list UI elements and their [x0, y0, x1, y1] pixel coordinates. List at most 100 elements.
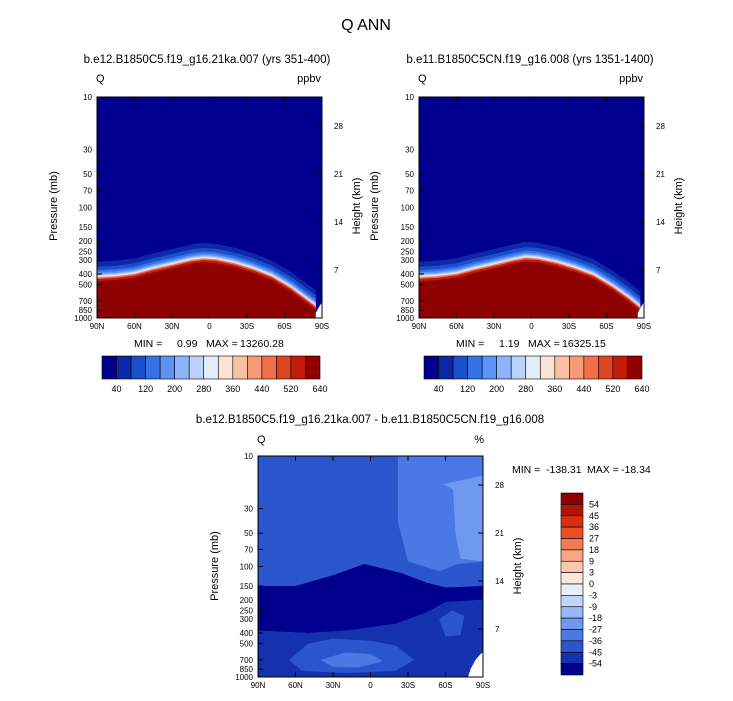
colorbar-label: 120	[138, 384, 153, 394]
x-tick-label: 60S	[438, 681, 452, 690]
colorbar-label: -9	[589, 602, 597, 612]
y-tick-label: 50	[244, 529, 253, 538]
colorbar-label: 120	[460, 384, 475, 394]
colorbar-swatch	[525, 355, 541, 380]
colorbar-swatch	[101, 355, 117, 380]
colorbar-swatch	[583, 355, 599, 380]
y-tick-label: 200	[401, 237, 415, 246]
colorbar-swatch	[560, 663, 584, 676]
colorbar-label: 280	[196, 384, 211, 394]
y-tick-label: 1000	[74, 314, 92, 323]
colorbar-label: 27	[589, 534, 599, 544]
x-tick-label: 90S	[315, 322, 329, 331]
colorbar-swatch	[116, 355, 132, 380]
colorbar-label: -18	[589, 613, 602, 623]
colorbar-swatch	[305, 355, 321, 380]
contour-band	[320, 652, 383, 668]
missing-data-region	[468, 652, 483, 677]
panel-2-title: b.e11.B1850C5CN.f19_g16.008 (yrs 1351-14…	[406, 54, 653, 66]
y-tick-label: 850	[240, 665, 254, 674]
panel-2-ylabel: Pressure (mb)	[369, 171, 381, 241]
panel-1-variable-label: Q	[96, 73, 105, 85]
y-tick-label: 200	[240, 596, 254, 605]
panel-2-min-label: MIN =	[456, 338, 484, 350]
x-tick-label: 30N	[326, 681, 341, 690]
x-tick-label: 30S	[562, 322, 576, 331]
panel-1-colorbar: 40 120 200 280 360 440 520 640	[101, 355, 328, 394]
contour-band	[443, 475, 483, 562]
y-right-tick-label: 7	[656, 266, 661, 275]
y-right-tick-label: 21	[334, 170, 343, 179]
y-tick-label: 100	[79, 204, 93, 213]
missing-data-region	[315, 302, 322, 318]
colorbar-label: 440	[254, 384, 269, 394]
y-tick-label: 400	[401, 270, 415, 279]
panel-1-axes: 90N 60N 30N 0 30S 60S 90S 10 30 50 70 100 150 2002503…	[74, 93, 343, 331]
y-tick-label: 700	[79, 297, 93, 306]
y-tick-label: 30	[83, 146, 92, 155]
y-tick-label: 500	[401, 281, 415, 290]
panel-1-min-label: MIN =	[134, 338, 162, 350]
colorbar-swatch	[438, 355, 454, 380]
colorbar-label: 3	[589, 568, 594, 578]
y-right-tick-label: 28	[495, 481, 504, 490]
y-right-tick-label: 14	[495, 577, 504, 586]
colorbar-swatch	[560, 617, 584, 630]
panel-2-max-value: 16325.15	[562, 338, 606, 350]
x-tick-label: 30S	[240, 322, 254, 331]
panel-2: b.e11.B1850C5CN.f19_g16.008 (yrs 1351-14…	[369, 54, 685, 394]
colorbar-label: 54	[589, 499, 599, 509]
panel-2-variable-label: Q	[418, 73, 427, 85]
panel-2-colorbar: 40 120 200 280 360 440 520 640	[423, 355, 650, 394]
panel-3-ylabel-right: Height (km)	[512, 538, 524, 595]
x-tick-label: 0	[207, 322, 212, 331]
y-tick-label: 500	[79, 281, 93, 290]
panel-2-min-value: 1.19	[499, 338, 520, 350]
y-tick-label: 10	[83, 93, 92, 102]
panel-3-max-label: MAX =	[587, 464, 619, 476]
colorbar-swatch	[560, 651, 584, 664]
y-tick-label: 300	[240, 615, 254, 624]
colorbar-swatch	[481, 355, 497, 380]
colorbar-label: -27	[589, 625, 602, 635]
colorbar-label: 520	[283, 384, 298, 394]
colorbar-label: 360	[547, 384, 562, 394]
colorbar-swatch	[261, 355, 277, 380]
colorbar-label: 200	[489, 384, 504, 394]
colorbar-swatch	[276, 355, 292, 380]
colorbar-label: 18	[589, 545, 599, 555]
colorbar-swatch	[560, 560, 584, 573]
missing-data-region	[637, 302, 644, 318]
y-tick-label: 300	[79, 256, 93, 265]
x-tick-label: 60N	[449, 322, 464, 331]
y-tick-label: 700	[401, 297, 415, 306]
x-tick-label: 60S	[277, 322, 291, 331]
y-tick-label: 1000	[235, 673, 253, 682]
colorbar-label: -3	[589, 590, 597, 600]
colorbar-swatch	[560, 504, 584, 517]
colorbar-swatch	[560, 595, 584, 608]
figure-title: Q ANN	[341, 17, 391, 34]
y-tick-label: 400	[79, 270, 93, 279]
y-tick-label: 150	[79, 223, 93, 232]
colorbar-swatch	[560, 492, 584, 505]
y-tick-label: 300	[401, 256, 415, 265]
y-right-tick-label: 28	[334, 122, 343, 131]
colorbar-swatch	[560, 629, 584, 642]
colorbar-swatch	[560, 583, 584, 596]
panel-1-max-label: MAX =	[206, 338, 238, 350]
panel-1-plot-area	[97, 97, 322, 318]
panel-3: b.e12.B1850C5.f19_g16.21ka.007 - b.e11.B…	[196, 414, 651, 690]
colorbar-swatch	[452, 355, 468, 380]
colorbar-label: 40	[434, 384, 444, 394]
panel-2-max-label: MAX =	[528, 338, 560, 350]
colorbar-label: 440	[576, 384, 591, 394]
panel-3-variable-label: Q	[257, 434, 266, 446]
colorbar-label: 9	[589, 556, 594, 566]
y-tick-label: 250	[240, 606, 254, 615]
colorbar-swatch	[510, 355, 527, 380]
y-tick-label: 100	[401, 204, 415, 213]
y-tick-label: 30	[405, 146, 414, 155]
x-tick-label: 30N	[487, 322, 502, 331]
